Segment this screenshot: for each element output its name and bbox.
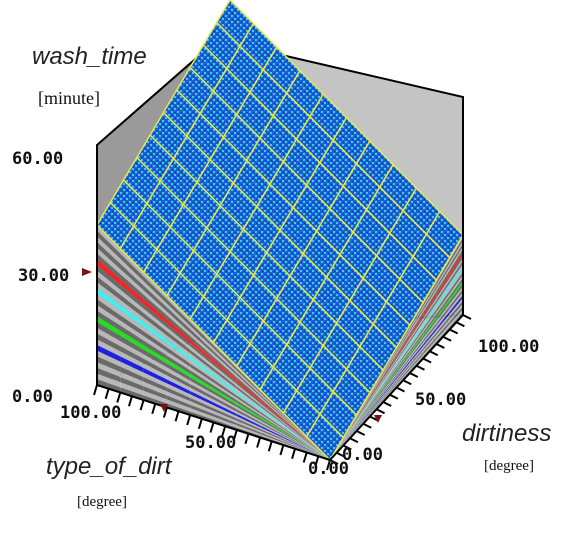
tick-mark — [176, 411, 179, 421]
tick-mark — [269, 441, 272, 451]
tick-mark — [383, 402, 391, 406]
x-tick-label: 50.00 — [185, 433, 236, 453]
tick-mark — [377, 409, 385, 413]
tick-mark — [397, 388, 405, 392]
z-tick-label: 0.00 — [12, 387, 53, 407]
tick-mark — [403, 380, 411, 384]
x-axis-label: type_of_dirt — [46, 453, 173, 480]
tick-mark — [410, 373, 418, 377]
tick-mark — [280, 445, 283, 455]
tick-mark — [390, 395, 398, 399]
tick-mark — [117, 393, 120, 403]
tick-mark — [357, 431, 365, 435]
y-tick-label: 100.00 — [478, 337, 539, 357]
tick-mark — [94, 385, 97, 395]
tick-mark — [450, 330, 458, 334]
tick-mark — [245, 434, 248, 444]
y-tick-label: 50.00 — [415, 390, 466, 410]
y-tick-label: 0.00 — [342, 445, 383, 465]
tick-mark — [456, 322, 464, 326]
tick-mark — [443, 337, 451, 341]
tick-mark — [363, 424, 371, 428]
tick-mark — [292, 449, 295, 459]
z-axis-label: wash_time — [32, 43, 147, 70]
tick-mark — [257, 438, 260, 448]
tick-mark — [304, 453, 307, 463]
tick-mark — [106, 389, 109, 399]
x-tick-label: 100.00 — [60, 403, 121, 423]
marker-z — [82, 268, 92, 276]
tick-mark — [211, 423, 214, 433]
tick-mark — [416, 366, 424, 370]
y-axis-label: dirtiness — [462, 420, 551, 447]
tick-mark — [141, 400, 144, 410]
tick-mark — [423, 359, 431, 363]
z-tick-label: 30.00 — [18, 266, 69, 286]
tick-mark — [350, 438, 358, 442]
tick-mark — [187, 415, 190, 425]
tick-mark — [436, 344, 444, 348]
z-tick-label: 60.00 — [12, 149, 63, 169]
tick-mark — [152, 404, 155, 414]
y-axis-unit: [degree] — [484, 458, 534, 474]
x-axis-unit: [degree] — [77, 494, 127, 510]
tick-mark — [430, 351, 438, 355]
tick-mark — [199, 419, 202, 429]
tick-mark — [463, 315, 471, 319]
z-axis-unit: [minute] — [38, 88, 100, 108]
tick-mark — [129, 396, 132, 406]
